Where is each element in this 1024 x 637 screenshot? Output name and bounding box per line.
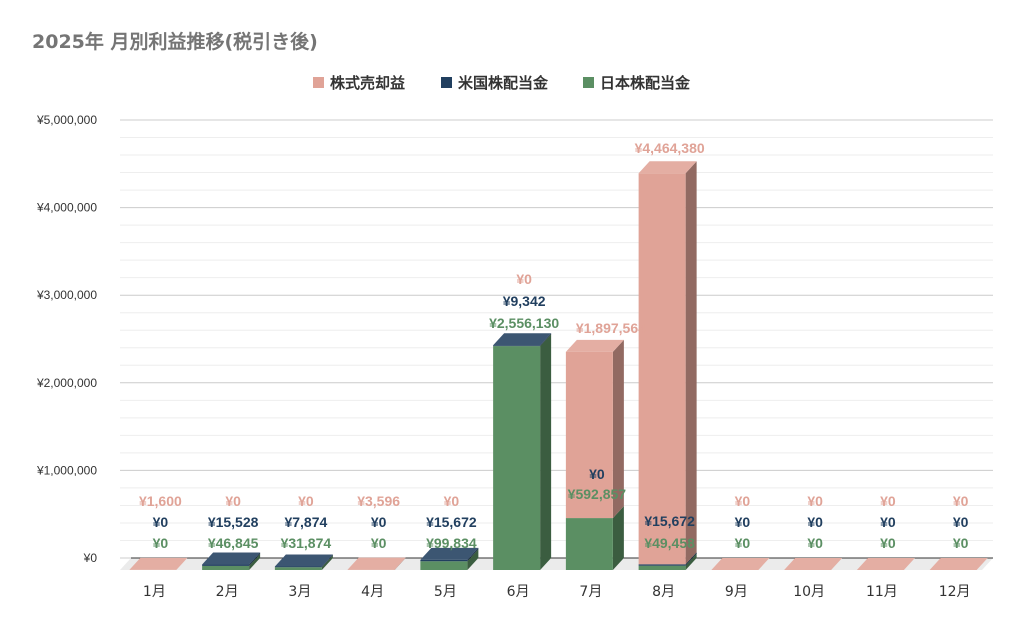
data-label: ¥1,600: [139, 493, 182, 509]
data-labels: ¥1,600 ¥0 ¥0 ¥0 ¥15,528 ¥46,845 ¥0 ¥7,874 ¥31,87…: [139, 140, 969, 551]
x-tick-label: 9月: [725, 584, 748, 600]
bar-side: [686, 161, 697, 564]
x-tick-label: 8月: [652, 584, 675, 600]
data-label: ¥3,596: [357, 493, 400, 509]
bar-segment: [639, 173, 686, 564]
x-tick-label: 7月: [579, 584, 602, 600]
data-label: ¥0: [589, 466, 605, 482]
y-tick-label: ¥3,000,000: [36, 288, 97, 302]
bar-segment: [493, 345, 540, 346]
bar-segment: [420, 560, 467, 561]
data-label: ¥49,458: [644, 535, 695, 551]
chart-title: 2025年 月別利益推移(税引き後): [32, 30, 318, 53]
data-label: ¥0: [371, 514, 387, 530]
x-tick-label: 12月: [939, 584, 971, 600]
data-label: ¥0: [153, 514, 169, 530]
gridlines: [120, 120, 993, 558]
bar-segment: [639, 564, 686, 565]
data-label: ¥0: [735, 493, 751, 509]
data-label: ¥0: [516, 271, 532, 287]
legend-label-1: 米国株配当金: [458, 74, 549, 92]
x-tick-label: 6月: [507, 584, 530, 600]
data-label: ¥0: [953, 514, 969, 530]
x-tick-label: 3月: [288, 584, 311, 600]
data-label: ¥7,874: [284, 514, 327, 530]
data-label: ¥0: [880, 493, 896, 509]
data-label: ¥31,874: [281, 535, 332, 551]
y-tick-label: ¥2,000,000: [36, 376, 97, 390]
x-tick-label: 11月: [866, 584, 898, 600]
legend-label-0: 株式売却益: [330, 74, 405, 92]
bar-segment: [202, 565, 249, 566]
data-label: ¥99,834: [426, 535, 477, 551]
data-label: ¥9,342: [503, 293, 546, 309]
bar-segment: [420, 561, 467, 570]
x-tick-label: 4月: [361, 584, 384, 600]
data-label: ¥0: [371, 535, 387, 551]
data-label: ¥0: [953, 535, 969, 551]
data-label: ¥15,672: [426, 514, 477, 530]
data-label: ¥46,845: [208, 535, 259, 551]
legend-swatch-2: [583, 77, 594, 88]
data-label: ¥1,897,564: [576, 320, 646, 336]
data-label: ¥0: [735, 514, 751, 530]
bar-segment: [566, 518, 613, 570]
x-tick-label: 2月: [216, 584, 239, 600]
bar-segment: [275, 567, 322, 568]
x-tick-label: 10月: [793, 584, 825, 600]
data-label: ¥0: [880, 514, 896, 530]
y-tick-label: ¥0: [83, 551, 98, 565]
bar-segment: [275, 567, 322, 570]
data-label: ¥0: [807, 493, 823, 509]
y-tick-label: ¥1,000,000: [36, 463, 97, 477]
data-label: ¥2,556,130: [489, 315, 559, 331]
bar-segment: [202, 566, 249, 570]
bar-segment: [639, 566, 686, 570]
data-label: ¥0: [953, 493, 969, 509]
data-label: ¥0: [807, 514, 823, 530]
legend-swatch-1: [441, 77, 452, 88]
data-label: ¥592,857: [568, 486, 627, 502]
y-tick-label: ¥5,000,000: [36, 113, 97, 127]
data-label: ¥0: [735, 535, 751, 551]
bar-side: [540, 334, 551, 570]
legend-label-2: 日本株配当金: [600, 74, 691, 92]
x-tick-label: 5月: [434, 584, 457, 600]
data-label: ¥0: [880, 535, 896, 551]
y-axis: ¥0 ¥1,000,000 ¥2,000,000 ¥3,000,000 ¥4,000,0…: [36, 113, 97, 565]
data-label: ¥15,528: [208, 514, 259, 530]
data-label: ¥0: [807, 535, 823, 551]
legend-swatch-0: [313, 77, 324, 88]
data-label: ¥0: [298, 493, 314, 509]
data-label: ¥4,464,380: [635, 140, 705, 156]
data-label: ¥15,672: [644, 513, 695, 529]
data-label: ¥0: [225, 493, 241, 509]
x-tick-label: 1月: [143, 584, 166, 600]
data-label: ¥0: [153, 535, 169, 551]
legend: 株式売却益 米国株配当金 日本株配当金: [313, 74, 691, 92]
x-axis: 1月 2月 3月 4月 5月 6月 7月 8月 9月 10月 11月 12月: [143, 584, 971, 600]
data-label: ¥0: [444, 493, 460, 509]
bar-segment: [493, 346, 540, 570]
y-tick-label: ¥4,000,000: [36, 201, 97, 215]
